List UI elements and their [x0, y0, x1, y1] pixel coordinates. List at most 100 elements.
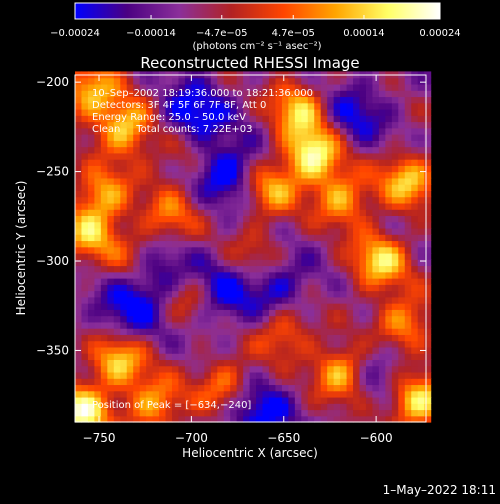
heatmap-cell: [249, 415, 257, 423]
heatmap-cell: [139, 127, 147, 135]
heatmap-cell: [75, 328, 83, 335]
heatmap-cell: [191, 171, 199, 179]
heatmap-cell: [307, 77, 315, 85]
heatmap-cell: [359, 234, 367, 242]
heatmap-cell: [314, 296, 322, 304]
heatmap-cell: [333, 265, 341, 273]
heatmap-cell: [275, 415, 283, 423]
heatmap-cell: [81, 271, 89, 279]
heatmap-cell: [320, 353, 328, 360]
heatmap-cell: [243, 296, 251, 304]
heatmap-cell: [294, 190, 302, 198]
heatmap-cell: [100, 196, 108, 204]
heatmap-cell: [146, 140, 154, 148]
heatmap-cell: [100, 284, 108, 292]
heatmap-cell: [223, 415, 231, 423]
y-tick-label: −350: [36, 343, 69, 357]
heatmap-cell: [223, 134, 231, 141]
heatmap-cell: [87, 396, 95, 404]
heatmap-cell: [327, 334, 335, 342]
heatmap-cell: [411, 315, 419, 323]
heatmap-cell: [365, 240, 374, 248]
heatmap-cell: [230, 328, 238, 335]
heatmap-cell: [243, 234, 251, 242]
heatmap-cell: [281, 115, 289, 123]
heatmap-cell: [307, 384, 315, 392]
heatmap-cell: [340, 227, 348, 235]
heatmap-cell: [294, 346, 302, 354]
heatmap-cell: [281, 196, 289, 204]
heatmap-cell: [288, 159, 296, 166]
heatmap-cell: [210, 246, 218, 254]
heatmap-cell: [372, 321, 380, 329]
heatmap-cell: [404, 296, 412, 304]
heatmap-cell: [107, 265, 115, 273]
heatmap-cell: [288, 271, 296, 279]
heatmap-cell: [243, 184, 251, 191]
heatmap-cell: [81, 309, 89, 317]
heatmap-cell: [424, 346, 432, 354]
heatmap-cell: [320, 115, 328, 123]
heatmap-cell: [333, 234, 341, 242]
heatmap-cell: [249, 403, 257, 411]
heatmap-cell: [171, 127, 180, 135]
heatmap-cell: [404, 278, 412, 285]
heatmap-cell: [184, 353, 192, 360]
heatmap-cell: [340, 328, 348, 335]
heatmap-cell: [424, 415, 432, 423]
heatmap-cell: [126, 278, 134, 285]
heatmap-cell: [171, 96, 180, 104]
heatmap-cell: [391, 190, 399, 198]
heatmap-cell: [113, 303, 121, 310]
heatmap-cell: [359, 227, 367, 235]
heatmap-cell: [327, 403, 335, 411]
heatmap-cell: [139, 115, 147, 123]
heatmap-cell: [184, 328, 192, 335]
heatmap-cell: [230, 209, 238, 217]
heatmap-cell: [411, 246, 419, 254]
heatmap-cell: [424, 409, 432, 417]
heatmap-cell: [256, 296, 264, 304]
heatmap-cell: [411, 134, 419, 141]
heatmap-cell: [411, 127, 419, 135]
heatmap-cell: [301, 396, 309, 404]
heatmap-cell: [359, 365, 367, 373]
heatmap-cell: [107, 184, 115, 191]
heatmap-cell: [327, 159, 335, 166]
heatmap-cell: [184, 77, 192, 85]
heatmap-cell: [398, 246, 406, 254]
heatmap-cell: [424, 202, 432, 210]
heatmap-cell: [223, 240, 231, 248]
heatmap-cell: [171, 321, 180, 329]
heatmap-cell: [146, 90, 154, 98]
heatmap-cell: [126, 265, 134, 273]
heatmap-cell: [256, 259, 264, 267]
heatmap-cell: [171, 278, 180, 285]
heatmap-cell: [268, 290, 277, 298]
heatmap-cell: [126, 108, 134, 116]
heatmap-cell: [404, 365, 412, 373]
heatmap-cell: [107, 215, 115, 223]
heatmap-cell: [424, 234, 432, 242]
heatmap-cell: [107, 121, 115, 129]
heatmap-cell: [411, 371, 419, 379]
heatmap-cell: [81, 177, 89, 185]
heatmap-cell: [165, 246, 173, 254]
heatmap-cell: [236, 284, 244, 292]
heatmap-cell: [120, 121, 128, 129]
heatmap-cell: [275, 209, 283, 217]
heatmap-cell: [378, 246, 386, 254]
heatmap-cell: [94, 96, 102, 104]
heatmap-cell: [288, 365, 296, 373]
heatmap-cell: [333, 96, 341, 104]
heatmap-cell: [404, 284, 412, 292]
heatmap-cell: [204, 271, 212, 279]
heatmap-cell: [171, 246, 180, 254]
heatmap-cell: [243, 315, 251, 323]
heatmap-cell: [424, 378, 432, 386]
heatmap-cell: [75, 334, 83, 342]
heatmap-cell: [301, 296, 309, 304]
heatmap-cell: [191, 284, 199, 292]
heatmap-cell: [340, 315, 348, 323]
heatmap-cell: [243, 83, 251, 91]
